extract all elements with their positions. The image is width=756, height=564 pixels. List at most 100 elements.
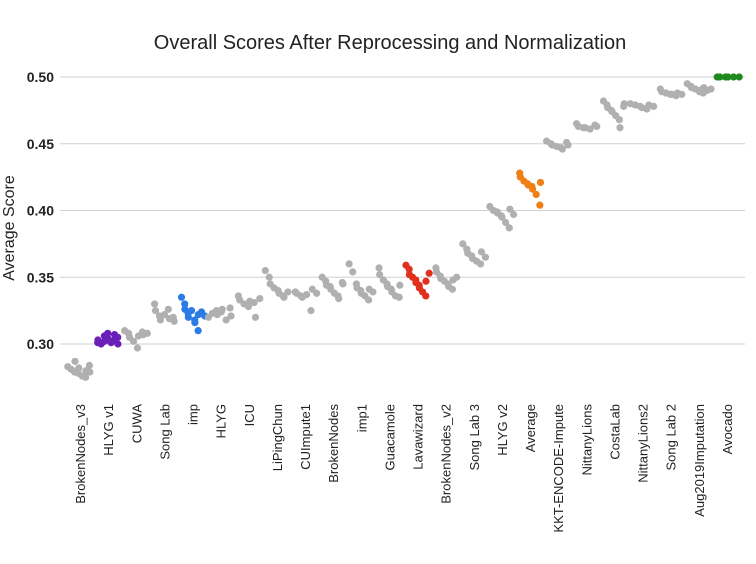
x-tick-label: CUWA bbox=[129, 404, 144, 444]
data-point bbox=[227, 312, 235, 320]
data-point bbox=[395, 293, 403, 301]
data-point bbox=[716, 73, 724, 81]
y-tick-label: 0.40 bbox=[27, 203, 54, 219]
data-point bbox=[498, 213, 506, 221]
data-point bbox=[170, 317, 178, 325]
x-tick-label: LiPingChun bbox=[270, 404, 285, 471]
data-point bbox=[528, 185, 537, 193]
x-tick-label: BrokenNodes bbox=[326, 404, 341, 483]
data-point bbox=[261, 266, 269, 275]
data-point bbox=[396, 281, 404, 289]
data-point bbox=[376, 270, 384, 279]
x-tick-label: ICU bbox=[242, 404, 257, 426]
x-tick-label: CUImpute1 bbox=[298, 404, 313, 470]
data-point bbox=[735, 73, 743, 81]
data-point bbox=[536, 178, 545, 187]
data-point bbox=[191, 319, 199, 327]
data-point bbox=[71, 357, 79, 365]
data-point bbox=[143, 329, 151, 337]
x-tick-label: CostaLab bbox=[607, 404, 622, 460]
x-tick-label: imp1 bbox=[354, 404, 369, 432]
data-point bbox=[505, 224, 513, 232]
data-point bbox=[593, 122, 601, 130]
data-point bbox=[509, 210, 518, 219]
data-point bbox=[129, 337, 138, 345]
data-point bbox=[104, 329, 112, 337]
data-point bbox=[218, 305, 226, 313]
data-point bbox=[365, 296, 373, 304]
data-point bbox=[226, 304, 234, 312]
data-point bbox=[75, 364, 83, 372]
data-point bbox=[114, 333, 122, 341]
data-point bbox=[307, 307, 315, 315]
x-tick-label: Lavawizard bbox=[411, 404, 426, 470]
y-tick-label: 0.50 bbox=[27, 69, 54, 85]
data-point bbox=[425, 269, 433, 277]
data-point bbox=[222, 316, 230, 324]
data-point bbox=[82, 373, 90, 381]
x-tick-label: NittanyLions bbox=[579, 404, 594, 476]
data-point bbox=[251, 313, 260, 321]
data-point bbox=[616, 124, 624, 132]
data-point bbox=[256, 295, 264, 303]
x-tick-label: NittanyLions2 bbox=[636, 404, 651, 483]
data-point bbox=[369, 288, 377, 296]
x-tick-label: HLYG bbox=[214, 404, 229, 438]
x-tick-label: Song Lab 3 bbox=[467, 404, 482, 471]
data-point bbox=[187, 307, 196, 315]
data-point bbox=[532, 190, 540, 199]
data-point bbox=[502, 218, 510, 227]
data-point bbox=[265, 273, 273, 281]
data-point bbox=[250, 299, 258, 307]
data-point bbox=[114, 340, 122, 348]
data-point bbox=[724, 73, 732, 81]
data-point bbox=[615, 116, 623, 124]
data-point bbox=[160, 311, 168, 319]
data-point bbox=[181, 300, 189, 308]
data-point bbox=[375, 264, 383, 272]
x-axis-ticks: BrokenNodes_v3 HLYG v1 CUWA Song Lab imp HLYG… bbox=[73, 404, 735, 533]
data-point bbox=[151, 307, 160, 315]
data-point bbox=[476, 260, 485, 268]
data-point bbox=[448, 285, 457, 293]
x-tick-label: BrokenNodes_v3 bbox=[73, 404, 88, 504]
data-point bbox=[453, 273, 461, 281]
x-tick-label: imp bbox=[186, 404, 201, 425]
y-tick-label: 0.35 bbox=[27, 269, 54, 285]
x-tick-label: BrokenNodes_v2 bbox=[439, 404, 454, 504]
x-tick-label: Avocado bbox=[720, 404, 735, 454]
x-tick-label: Average bbox=[523, 404, 538, 452]
data-point bbox=[194, 327, 202, 335]
data-point bbox=[335, 295, 343, 303]
data-point bbox=[339, 280, 347, 288]
x-tick-label: HLYG v1 bbox=[101, 404, 116, 456]
data-point bbox=[177, 293, 186, 301]
data-point bbox=[156, 316, 165, 324]
data-point bbox=[85, 361, 93, 369]
data-point bbox=[481, 253, 490, 261]
data-point bbox=[678, 90, 686, 98]
data-point bbox=[558, 145, 566, 153]
data-point bbox=[284, 288, 292, 296]
x-tick-label: KKT-ENCODE-Impute bbox=[551, 404, 566, 533]
data-point bbox=[313, 289, 321, 297]
data-point bbox=[586, 125, 594, 133]
data-point bbox=[280, 293, 288, 301]
data-point bbox=[303, 291, 311, 299]
x-tick-label: Guacamole bbox=[382, 404, 397, 470]
x-tick-label: Song Lab 2 bbox=[664, 404, 679, 471]
data-point bbox=[730, 73, 738, 81]
data-point bbox=[650, 102, 658, 110]
data-point bbox=[345, 260, 353, 268]
gridlines bbox=[60, 76, 745, 345]
data-point bbox=[164, 305, 172, 313]
data-point bbox=[564, 141, 572, 149]
data-point bbox=[707, 85, 715, 93]
x-tick-label: Aug2019Imputation bbox=[692, 404, 707, 517]
chart-title: Overall Scores After Reprocessing and No… bbox=[154, 32, 626, 54]
data-point bbox=[477, 248, 486, 256]
data-point bbox=[536, 201, 544, 209]
y-tick-label: 0.45 bbox=[27, 136, 54, 152]
data-point bbox=[422, 292, 430, 300]
